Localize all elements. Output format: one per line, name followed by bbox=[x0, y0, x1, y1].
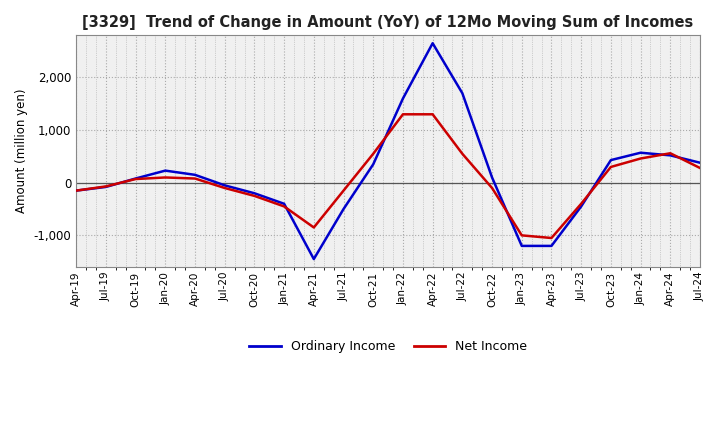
Net Income bbox=[310, 225, 318, 230]
Ordinary Income bbox=[696, 160, 704, 165]
Ordinary Income bbox=[666, 153, 675, 158]
Net Income bbox=[280, 204, 289, 209]
Legend: Ordinary Income, Net Income: Ordinary Income, Net Income bbox=[244, 335, 532, 358]
Title: [3329]  Trend of Change in Amount (YoY) of 12Mo Moving Sum of Incomes: [3329] Trend of Change in Amount (YoY) o… bbox=[83, 15, 693, 30]
Net Income bbox=[518, 233, 526, 238]
Ordinary Income bbox=[547, 243, 556, 249]
Net Income bbox=[458, 151, 467, 156]
Ordinary Income bbox=[487, 175, 496, 180]
Net Income bbox=[369, 151, 377, 156]
Net Income bbox=[487, 185, 496, 191]
Ordinary Income bbox=[72, 188, 81, 193]
Net Income bbox=[339, 188, 348, 193]
Net Income bbox=[220, 185, 229, 191]
Net Income bbox=[606, 164, 615, 169]
Net Income bbox=[250, 193, 258, 198]
Ordinary Income bbox=[577, 204, 585, 209]
Net Income bbox=[428, 112, 437, 117]
Net Income bbox=[161, 175, 170, 180]
Line: Ordinary Income: Ordinary Income bbox=[76, 43, 700, 259]
Ordinary Income bbox=[220, 183, 229, 188]
Net Income bbox=[577, 201, 585, 206]
Net Income bbox=[547, 235, 556, 241]
Ordinary Income bbox=[369, 161, 377, 167]
Net Income bbox=[131, 176, 140, 182]
Ordinary Income bbox=[458, 91, 467, 96]
Ordinary Income bbox=[161, 168, 170, 173]
Ordinary Income bbox=[131, 176, 140, 181]
Ordinary Income bbox=[636, 150, 645, 155]
Ordinary Income bbox=[191, 172, 199, 177]
Ordinary Income bbox=[339, 206, 348, 212]
Ordinary Income bbox=[102, 184, 110, 190]
Ordinary Income bbox=[399, 96, 408, 101]
Ordinary Income bbox=[250, 191, 258, 196]
Net Income bbox=[191, 176, 199, 181]
Ordinary Income bbox=[606, 158, 615, 163]
Net Income bbox=[696, 165, 704, 171]
Line: Net Income: Net Income bbox=[76, 114, 700, 238]
Net Income bbox=[72, 188, 81, 193]
Ordinary Income bbox=[280, 201, 289, 206]
Ordinary Income bbox=[310, 257, 318, 262]
Net Income bbox=[636, 156, 645, 161]
Ordinary Income bbox=[428, 40, 437, 46]
Y-axis label: Amount (million yen): Amount (million yen) bbox=[15, 89, 28, 213]
Ordinary Income bbox=[518, 243, 526, 249]
Net Income bbox=[399, 112, 408, 117]
Net Income bbox=[666, 150, 675, 156]
Net Income bbox=[102, 184, 110, 189]
